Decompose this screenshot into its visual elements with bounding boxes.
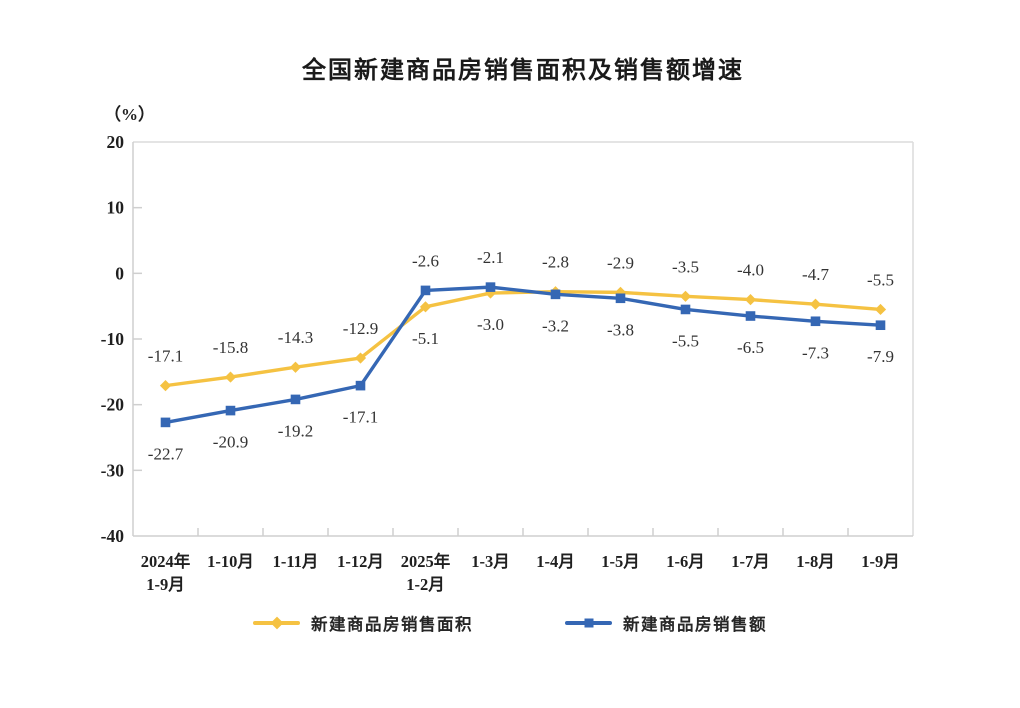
legend-label-sales-amount: 新建商品房销售额 [623, 615, 767, 634]
data-label: -17.1 [148, 347, 183, 366]
legend-label-sales-area: 新建商品房销售面积 [311, 615, 473, 634]
sales-area-line-swatch-icon [253, 616, 300, 630]
sales-amount-point-marker [355, 380, 366, 391]
sales-area-point-marker [874, 303, 887, 316]
data-label: -20.9 [213, 433, 248, 452]
sales-amount-point-marker [615, 293, 626, 304]
x-tick-label: 2025年 1-2月 [401, 551, 451, 594]
x-tick-label: 1-9月 [861, 552, 900, 571]
x-tick-label: 1-5月 [601, 552, 640, 571]
x-tick-label: 1-10月 [207, 552, 254, 571]
legend-item-sales-amount: 新建商品房销售额 [565, 611, 767, 635]
data-label: -7.3 [802, 343, 829, 362]
sales-amount-point-marker [420, 285, 431, 296]
data-label: -7.9 [867, 347, 894, 366]
data-label: -2.6 [412, 251, 439, 270]
sales-amount-line-swatch-icon [565, 618, 612, 628]
sales-area-point-marker [809, 298, 822, 310]
x-tick-label: 1-8月 [796, 552, 835, 571]
chart-title: 全国新建商品房销售面积及销售额增速 [302, 57, 744, 84]
chart-legend: 新建商品房销售面积 新建商品房销售额 [0, 611, 1020, 635]
sales-amount-point-marker [875, 320, 886, 331]
y-tick-label: 20 [107, 132, 125, 152]
y-tick-label: -10 [101, 329, 125, 349]
data-label: -4.0 [737, 261, 764, 280]
y-axis-unit-label: （%） [104, 105, 155, 124]
sales-amount-point-marker [680, 304, 691, 315]
data-label: -12.9 [343, 319, 378, 338]
sales-amount-point-marker [745, 311, 756, 321]
y-tick-label: 10 [107, 198, 125, 218]
sales-amount-point-marker [550, 289, 561, 300]
y-tick-label: -40 [101, 526, 125, 546]
sales-amount-point-marker [485, 282, 496, 292]
y-tick-label: 0 [115, 263, 124, 283]
sales-area-point-marker [224, 371, 237, 383]
x-tick-label: 1-7月 [731, 552, 770, 571]
sales-amount-point-marker [810, 316, 821, 327]
data-label: -5.5 [672, 331, 699, 350]
square-marker-icon [584, 618, 593, 628]
data-label: -2.8 [542, 253, 569, 272]
x-tick-label: 1-4月 [536, 552, 575, 571]
data-label: -3.8 [607, 320, 634, 339]
y-tick-label: -20 [101, 395, 125, 415]
sales-area-line [163, 290, 883, 388]
x-tick-label: 1-3月 [471, 552, 510, 571]
data-label: -5.5 [867, 270, 894, 289]
data-label: -14.3 [278, 328, 313, 347]
data-label: -5.1 [412, 329, 439, 348]
data-label: -19.2 [278, 421, 313, 440]
data-label: -4.7 [802, 265, 829, 284]
data-label: -6.5 [737, 338, 764, 357]
data-label: -2.1 [477, 248, 504, 267]
data-label: -3.2 [542, 316, 569, 335]
sales-area-point-marker [419, 301, 432, 313]
diamond-marker-icon [270, 616, 283, 630]
x-tick-label: 1-12月 [337, 552, 384, 571]
x-tick-label: 1-11月 [273, 552, 319, 571]
legend-item-sales-area: 新建商品房销售面积 [253, 611, 473, 635]
data-label: -15.8 [213, 338, 248, 357]
sales-amount-point-marker [160, 417, 171, 428]
sales-area-point-marker [744, 294, 757, 306]
data-label: -3.0 [477, 315, 504, 334]
sales-amount-point-marker [290, 394, 301, 405]
data-label: -2.9 [607, 253, 634, 272]
sales-amount-point-marker [225, 405, 236, 416]
x-tick-label: 1-6月 [666, 552, 705, 571]
sales-amount-line [163, 285, 883, 425]
y-tick-label: -30 [101, 460, 125, 480]
sales-area-point-marker [159, 380, 172, 392]
sales-area-point-marker [679, 290, 692, 302]
data-label: -3.5 [672, 257, 699, 276]
sales-area-point-marker [289, 361, 302, 373]
data-label: -17.1 [343, 408, 378, 427]
data-label: -22.7 [148, 444, 184, 463]
sales-area-point-marker [354, 352, 367, 364]
x-tick-label: 2024年 1-9月 [141, 551, 191, 594]
